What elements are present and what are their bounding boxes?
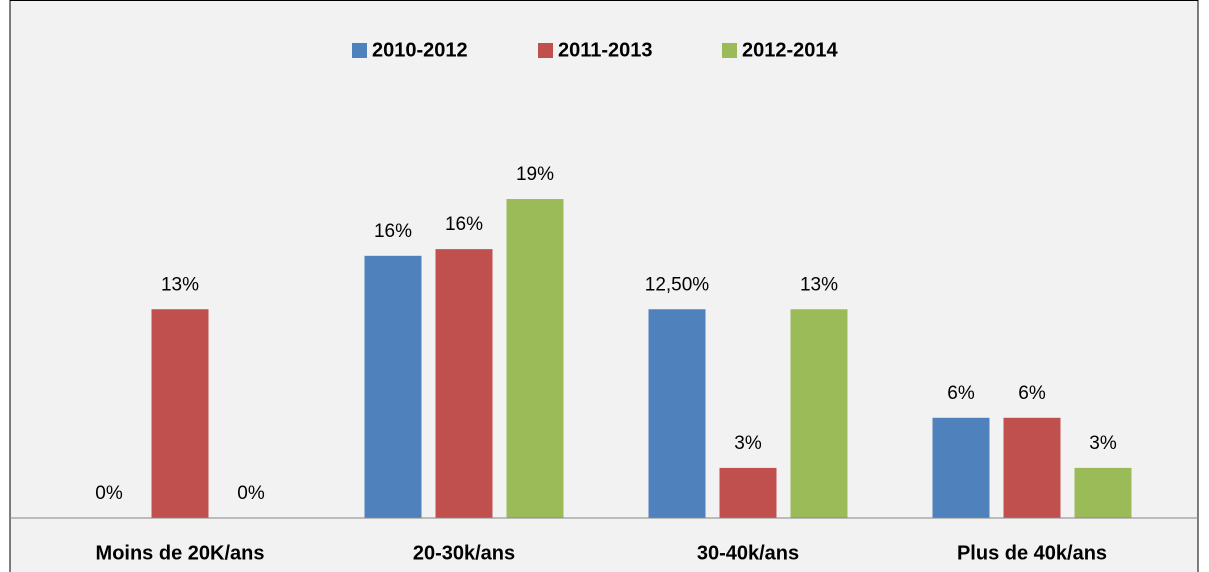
bar — [719, 467, 777, 518]
data-label: 12,50% — [645, 274, 710, 295]
bar — [932, 417, 990, 518]
x-tick-label: 30-40k/ans — [697, 542, 799, 564]
data-label: 0% — [237, 483, 265, 504]
legend-label: 2011-2013 — [558, 39, 653, 61]
x-tick-label: 20-30k/ans — [413, 542, 515, 564]
bar — [151, 309, 209, 518]
bar — [648, 309, 706, 518]
x-tick-label: Moins de 20K/ans — [96, 542, 265, 564]
legend-label: 2010-2012 — [372, 39, 468, 61]
bar — [1074, 467, 1132, 518]
data-label: 6% — [1018, 383, 1046, 404]
legend-swatch — [352, 43, 367, 58]
bar — [435, 249, 493, 518]
x-tick-label: Plus de 40k/ans — [957, 542, 1107, 564]
legend-label: 2012-2014 — [742, 39, 839, 61]
bar — [506, 199, 564, 518]
data-label: 13% — [800, 274, 838, 295]
data-label: 6% — [947, 383, 975, 404]
data-label: 3% — [734, 433, 762, 454]
data-label: 0% — [95, 483, 123, 504]
legend-swatch — [538, 43, 553, 58]
data-label: 16% — [445, 214, 483, 235]
data-label: 13% — [161, 274, 199, 295]
data-label: 16% — [374, 221, 412, 242]
bar — [790, 309, 848, 518]
data-label: 19% — [516, 164, 554, 185]
data-label: 3% — [1089, 433, 1117, 454]
bar — [364, 255, 422, 518]
legend-swatch — [722, 43, 737, 58]
bar — [1003, 417, 1061, 518]
